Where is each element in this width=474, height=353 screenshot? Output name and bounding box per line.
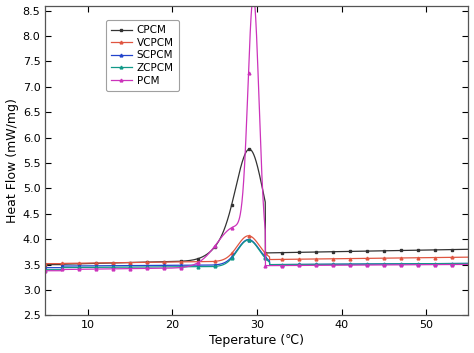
ZCPCM bbox=[465, 261, 471, 265]
CPCM bbox=[453, 247, 459, 252]
PCM bbox=[237, 214, 243, 219]
Legend: CPCM, VCPCM, SCPCM, ZCPCM, PCM: CPCM, VCPCM, SCPCM, ZCPCM, PCM bbox=[106, 20, 179, 91]
SCPCM bbox=[465, 261, 471, 265]
PCM bbox=[465, 262, 471, 267]
Line: VCPCM: VCPCM bbox=[44, 234, 470, 265]
PCM bbox=[453, 262, 459, 267]
Line: CPCM: CPCM bbox=[44, 148, 470, 266]
CPCM bbox=[237, 168, 243, 173]
PCM bbox=[376, 263, 382, 267]
VCPCM bbox=[465, 255, 471, 259]
PCM bbox=[43, 269, 48, 273]
SCPCM bbox=[237, 244, 243, 249]
ZCPCM bbox=[237, 245, 243, 249]
CPCM bbox=[454, 247, 459, 252]
Line: PCM: PCM bbox=[44, 0, 470, 272]
SCPCM bbox=[376, 262, 382, 266]
ZCPCM bbox=[454, 261, 459, 265]
VCPCM bbox=[376, 256, 382, 261]
CPCM bbox=[64, 262, 70, 266]
ZCPCM bbox=[376, 262, 382, 266]
Line: SCPCM: SCPCM bbox=[44, 238, 470, 269]
VCPCM bbox=[43, 262, 48, 266]
SCPCM bbox=[64, 264, 70, 268]
SCPCM bbox=[248, 238, 254, 243]
PCM bbox=[248, 14, 254, 18]
ZCPCM bbox=[453, 261, 459, 265]
CPCM bbox=[248, 148, 254, 152]
CPCM bbox=[246, 147, 252, 151]
SCPCM bbox=[454, 261, 459, 265]
VCPCM bbox=[237, 240, 243, 245]
SCPCM bbox=[246, 238, 251, 242]
SCPCM bbox=[43, 265, 48, 270]
PCM bbox=[454, 262, 459, 267]
X-axis label: Teperature (℃): Teperature (℃) bbox=[210, 334, 304, 347]
CPCM bbox=[43, 263, 48, 267]
CPCM bbox=[376, 249, 382, 253]
VCPCM bbox=[248, 234, 254, 239]
Line: ZCPCM: ZCPCM bbox=[44, 239, 470, 271]
SCPCM bbox=[453, 261, 459, 265]
VCPCM bbox=[246, 234, 251, 238]
ZCPCM bbox=[246, 238, 251, 242]
PCM bbox=[64, 267, 70, 271]
CPCM bbox=[465, 247, 471, 251]
ZCPCM bbox=[248, 239, 254, 243]
VCPCM bbox=[64, 261, 70, 265]
VCPCM bbox=[454, 255, 459, 259]
ZCPCM bbox=[43, 268, 48, 272]
VCPCM bbox=[453, 255, 459, 259]
Y-axis label: Heat Flow (mW/mg): Heat Flow (mW/mg) bbox=[6, 98, 18, 223]
ZCPCM bbox=[64, 265, 70, 270]
